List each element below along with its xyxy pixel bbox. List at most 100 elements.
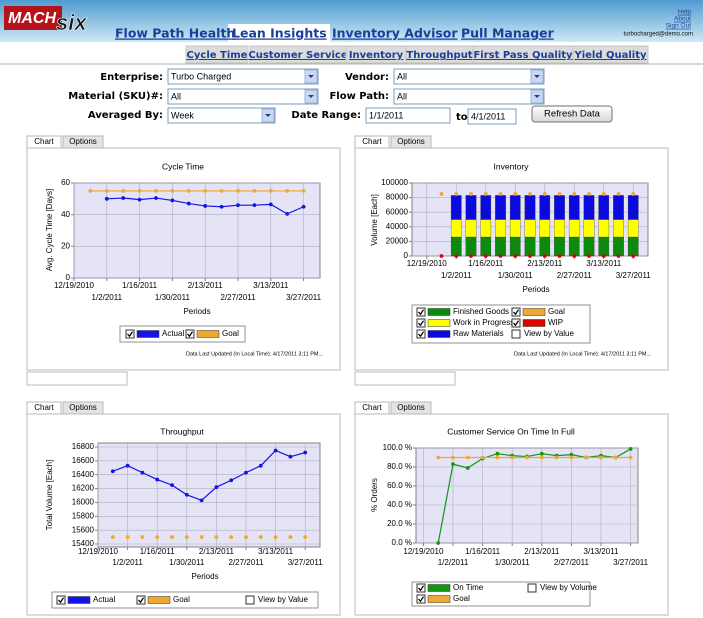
subtab[interactable]: Throughput (406, 50, 472, 61)
x-tick-label: 1/2/2011 (92, 293, 123, 302)
y-axis-label: % Orders (370, 478, 379, 512)
dropdown-arrow[interactable] (534, 75, 540, 78)
chart-panel: Chart Options Cycle Time 0 20 40 60 12/19/2010 1… (26, 135, 341, 386)
legend-checkbox[interactable] (527, 583, 537, 593)
legend-checkbox[interactable] (245, 595, 255, 605)
text-input[interactable] (467, 108, 517, 125)
legend-checkbox[interactable] (125, 329, 135, 339)
point (170, 189, 175, 193)
legend-label: Goal (222, 329, 239, 338)
dropdown[interactable] (167, 88, 319, 105)
panel-tab-label[interactable]: Chart (34, 403, 54, 412)
legend-swatch (196, 330, 220, 338)
legend-checkbox[interactable] (136, 595, 146, 605)
panel-tab-label[interactable]: Chart (34, 137, 54, 146)
legend-option-label[interactable]: View by Value (258, 595, 309, 604)
y-tick-label: 40 (61, 210, 70, 219)
subtab[interactable]: First Pass Quality (473, 50, 573, 61)
check-mark[interactable] (418, 331, 425, 338)
subtab[interactable]: Customer Service (248, 50, 347, 61)
legend-checkbox[interactable] (416, 583, 426, 593)
point (483, 254, 488, 258)
legend-option-label[interactable]: View by Volume (540, 583, 597, 592)
dropdown-arrow[interactable] (265, 114, 271, 117)
panel-tab-label[interactable]: Options (69, 403, 97, 412)
check-mark[interactable] (127, 331, 134, 338)
y-tick-label: 15800 (72, 511, 95, 520)
bar-segment (568, 219, 580, 238)
x-tick-label: 2/13/2011 (527, 259, 563, 268)
legend-checkbox[interactable] (416, 329, 426, 339)
nav-tab[interactable]: Flow Path Health (115, 26, 235, 41)
panel-tab-label[interactable]: Options (397, 403, 425, 412)
bar-segment (598, 219, 610, 238)
nav-tab[interactable]: Pull Manager (461, 26, 555, 41)
signout-link[interactable]: Sign Out (666, 23, 691, 30)
check-mark[interactable] (187, 331, 194, 338)
dropdown[interactable] (393, 88, 545, 105)
point (199, 498, 204, 503)
refresh-button-label[interactable]: Refresh Data (544, 109, 601, 120)
legend-checkbox[interactable] (511, 307, 521, 317)
x-tick-label: 3/13/2011 (584, 547, 620, 556)
point (288, 454, 293, 459)
legend-checkbox[interactable] (416, 307, 426, 317)
legend-checkbox[interactable] (185, 329, 195, 339)
panel-tab-label[interactable]: Chart (362, 403, 382, 412)
check-mark[interactable] (138, 597, 145, 604)
check-mark[interactable] (513, 309, 520, 316)
dropdown-value[interactable]: Week (171, 110, 194, 120)
legend-option-label[interactable]: View by Value (524, 329, 575, 338)
about-link[interactable]: About (674, 16, 691, 23)
input-value[interactable]: 4/1/2011 (471, 111, 505, 121)
x-tick-label: 3/27/2011 (616, 271, 652, 280)
chart-title: Inventory (494, 161, 530, 171)
subtab[interactable]: Cycle Time (187, 50, 248, 61)
chart-panel: Chart Options Customer Service On Time In … (354, 401, 669, 616)
dropdown[interactable] (167, 107, 276, 124)
point (495, 451, 500, 456)
legend-label: Actual (162, 329, 184, 338)
point (236, 203, 240, 208)
dropdown-arrow[interactable] (308, 75, 314, 78)
legend-checkbox[interactable] (511, 329, 521, 339)
check-mark[interactable] (58, 597, 65, 604)
input-value[interactable]: 1/1/2011 (369, 110, 403, 120)
dropdown-arrow[interactable] (308, 95, 314, 98)
dropdown[interactable] (393, 68, 545, 85)
dropdown-value[interactable]: All (397, 91, 407, 101)
subtab[interactable]: Inventory (349, 50, 404, 61)
dropdown[interactable] (167, 68, 319, 85)
panel-tab-label[interactable]: Chart (362, 137, 382, 146)
point (154, 189, 158, 193)
text-input[interactable] (365, 107, 451, 124)
nav-tab[interactable]: Lean Insights (232, 26, 327, 41)
check-mark[interactable] (418, 309, 425, 316)
legend-checkbox[interactable] (416, 594, 426, 604)
dropdown-arrow[interactable] (534, 95, 540, 98)
x-tick-label: 1/2/2011 (441, 271, 472, 280)
point (273, 448, 278, 453)
legend-checkbox[interactable] (56, 595, 66, 605)
bar-segment (539, 195, 551, 220)
dropdown-value[interactable]: All (171, 91, 181, 101)
legend-checkbox[interactable] (511, 318, 521, 328)
panel-tab-label[interactable]: Options (397, 137, 425, 146)
dropdown-value[interactable]: Turbo Charged (171, 71, 231, 81)
panel-tab-label[interactable]: Options (69, 137, 97, 146)
check-mark[interactable] (418, 596, 425, 603)
legend-checkbox[interactable] (416, 318, 426, 328)
point (554, 455, 559, 460)
check-mark[interactable] (418, 585, 425, 592)
nav-tab[interactable]: Inventory Advisor (332, 26, 458, 41)
subtab-bg (185, 45, 249, 64)
help-link[interactable]: Help (678, 9, 692, 16)
y-tick-label: 40.0 % (387, 500, 412, 509)
dropdown-value[interactable]: All (397, 71, 407, 81)
subtab[interactable]: Yield Quality (573, 50, 647, 61)
point (303, 450, 308, 455)
check-mark[interactable] (513, 320, 520, 327)
refresh-button[interactable] (531, 105, 613, 123)
check-mark[interactable] (418, 320, 425, 327)
